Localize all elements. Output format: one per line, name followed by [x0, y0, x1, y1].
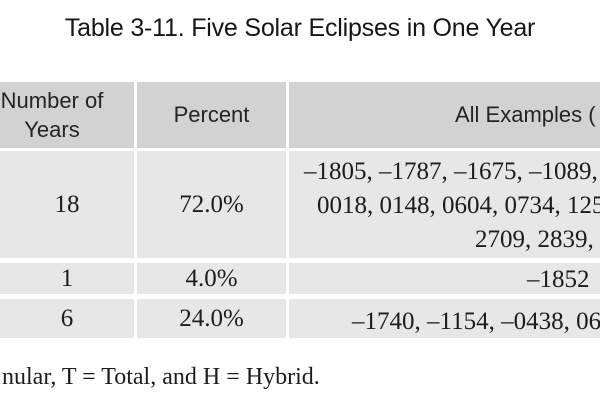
row3-percent-cell: 24.0% [137, 299, 286, 338]
header-cell-all-examples: All Examples ( [289, 82, 600, 148]
header-cell-percent: Percent [137, 82, 286, 148]
row1-examples-line3: 2709, 2839, 2 [475, 226, 600, 253]
row2-examples-cell [289, 263, 600, 294]
row2-years-cell: 1 [0, 263, 134, 294]
row2-percent-cell: 4.0% [137, 263, 286, 294]
row2-years-value: 1 [60, 264, 74, 292]
row3-percent-value: 24.0% [179, 304, 244, 332]
row2-examples-line1: –1852 [527, 266, 590, 293]
header-cell-number-of-years: Number of Years [0, 82, 134, 148]
table-title: Table 3-11. Five Solar Eclipses in One Y… [64, 14, 536, 42]
header-number-of-years-line2: Years [24, 117, 80, 142]
row1-percent-cell: 72.0% [137, 151, 286, 258]
row1-years-value: 18 [54, 190, 80, 218]
header-percent-label: Percent [173, 102, 250, 127]
row3-examples-line1: –1740, –1154, –0438, 06 [352, 308, 600, 335]
row1-percent-value: 72.0% [179, 190, 244, 218]
row3-years-value: 6 [60, 304, 74, 332]
row1-examples-line2: 0018, 0148, 0604, 0734, 125 [317, 192, 600, 219]
row1-years-cell: 18 [0, 151, 134, 258]
header-number-of-years-line1: Number of [0, 88, 104, 113]
header-all-examples-label: All Examples ( [455, 102, 596, 127]
row2-percent-value: 4.0% [185, 264, 238, 292]
row3-examples-cell [289, 299, 600, 338]
table-footnote: nular, T = Total, and H = Hybrid. [2, 364, 320, 390]
row3-years-cell: 6 [0, 299, 134, 338]
row1-examples-line1: –1805, –1787, –1675, –1089, – [304, 158, 600, 185]
row1-examples-cell [289, 151, 600, 258]
